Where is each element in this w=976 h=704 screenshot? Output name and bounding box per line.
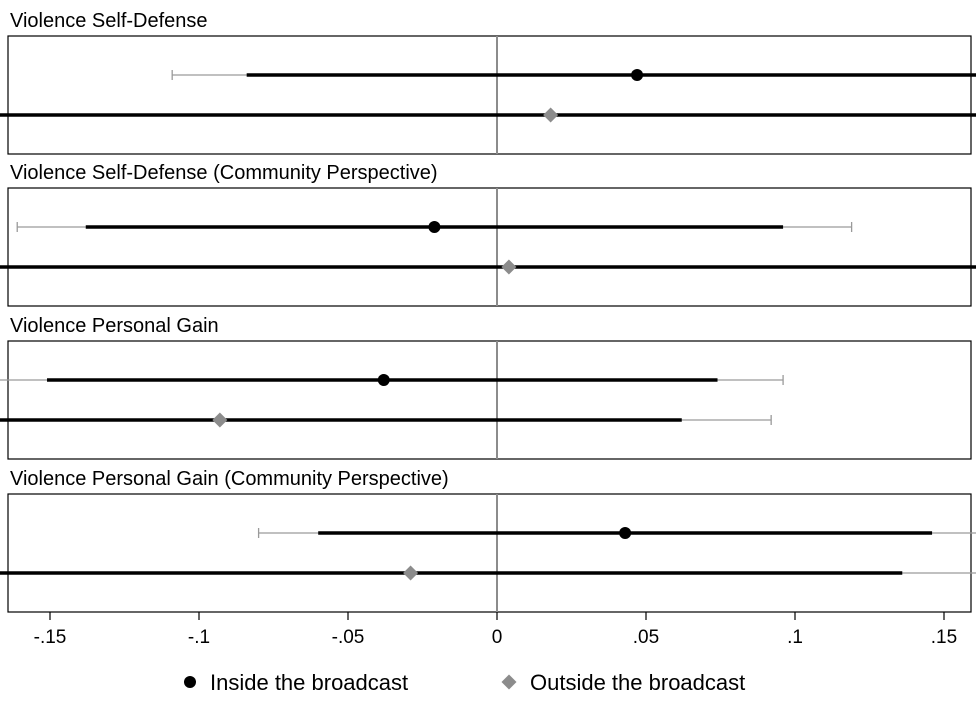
legend-entry: Outside the broadcast (501, 670, 745, 695)
point-estimate (403, 565, 419, 581)
point-estimate (428, 221, 441, 233)
panel-frame (7, 35, 972, 155)
legend-label: Outside the broadcast (530, 670, 745, 695)
panel: Violence Personal Gain (0, 315, 972, 460)
panel-frame (7, 493, 972, 613)
estimate-row (0, 412, 772, 428)
panel: Violence Self-Defense (0, 10, 976, 155)
x-tick-label: -.05 (332, 627, 365, 648)
estimate-row (0, 259, 976, 275)
panel-frame (7, 340, 972, 460)
panel-frame (7, 187, 972, 307)
estimate-row (171, 69, 976, 81)
estimate-row (0, 565, 976, 581)
legend-label: Inside the broadcast (210, 670, 408, 695)
x-axis: -.3-.25-.2-.15-.1-.050.05.1.15.2.25.3 (34, 612, 957, 648)
panel-title: Violence Personal Gain (10, 315, 219, 337)
point-estimate (501, 259, 517, 275)
legend-marker (184, 676, 196, 688)
x-tick-label: .1 (787, 627, 803, 648)
x-tick-label: 0 (492, 627, 503, 648)
legend-marker (501, 674, 517, 690)
x-tick-label: -.1 (188, 627, 210, 648)
point-estimate (377, 374, 390, 386)
x-tick-label: .15 (931, 627, 957, 648)
point-estimate (212, 412, 228, 428)
panel: Violence Personal Gain (Community Perspe… (0, 468, 976, 613)
estimate-row (0, 107, 976, 123)
point-estimate (619, 527, 632, 539)
panel-title: Violence Self-Defense (10, 10, 208, 32)
estimate-row (257, 527, 976, 539)
point-estimate (631, 69, 644, 81)
x-tick-label: .05 (633, 627, 659, 648)
panel-title: Violence Personal Gain (Community Perspe… (10, 468, 449, 490)
panel: Violence Self-Defense (Community Perspec… (0, 162, 976, 307)
panels: Violence Self-Defense Violence Self-Defen… (0, 10, 976, 613)
estimate-row (16, 221, 853, 233)
point-estimate (543, 107, 559, 123)
panel-title: Violence Self-Defense (Community Perspec… (10, 162, 438, 184)
legend-entry: Inside the broadcast (184, 670, 408, 695)
estimate-row (0, 374, 784, 386)
legend: Inside the broadcast Outside the broadcas… (184, 670, 745, 695)
x-tick-label: -.15 (34, 627, 67, 648)
